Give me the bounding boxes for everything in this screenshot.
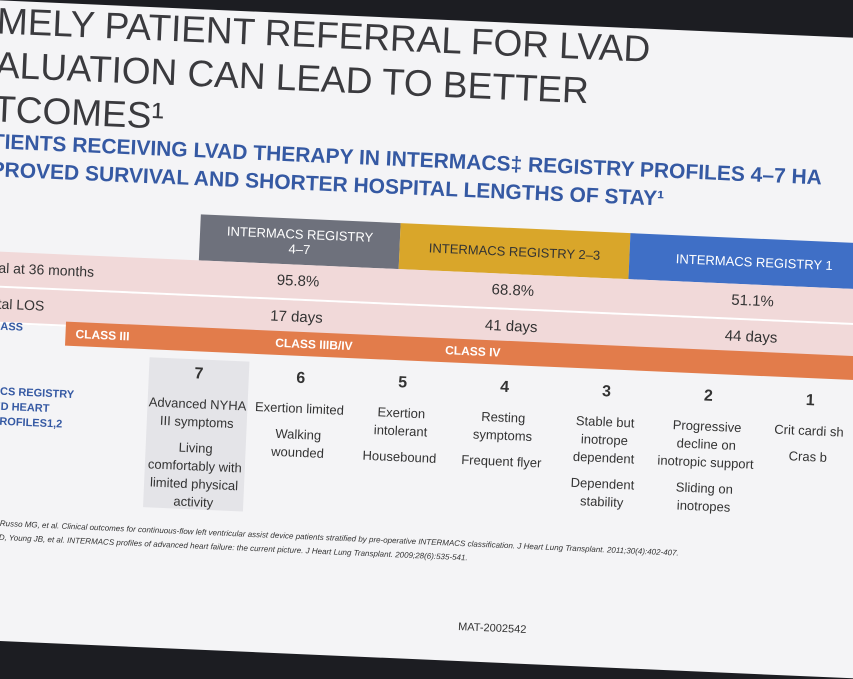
cell: 44 days [724, 327, 778, 347]
cell: 41 days [484, 316, 538, 337]
profile-number: 5 [397, 374, 408, 392]
class-bar-label: CLASS IV [444, 343, 501, 360]
profile-description: Advanced NYHA III symptoms [148, 394, 247, 432]
class-bar-label: CLASS IIIB/IV [275, 335, 353, 354]
profile-column: 7 Advanced NYHA III symptoms Living comfor… [143, 357, 250, 512]
title-line: TCOMES¹ [0, 88, 165, 137]
profile-number: 3 [601, 383, 612, 401]
profile-column: 5 Exertion intolerant Housebound [347, 366, 453, 520]
profile-number: 6 [295, 369, 306, 388]
profile-description: Stable but inotrope dependent [572, 412, 635, 467]
profile-column: 6 Exertion limited Walking wounded [245, 362, 351, 516]
profile-nickname: Living comfortably with limited physical… [147, 439, 243, 511]
profile-number: 7 [194, 365, 204, 383]
profile-description: Crit cardi sh [774, 421, 844, 440]
profile-column: 3 Stable but inotrope dependent Dependent … [551, 375, 657, 529]
profile-description: Progressive decline on inotropic support [657, 417, 754, 472]
profile-number: 4 [499, 378, 510, 397]
profile-number: 1 [805, 391, 816, 410]
profile-nickname: Dependent stability [570, 474, 635, 511]
class-label: CLASS [0, 320, 24, 334]
profile-nickname: Walking wounded [270, 425, 325, 461]
document-code: MAT-2002542 [457, 621, 527, 636]
cell: 51.1% [730, 291, 775, 311]
cell: 68.8% [491, 281, 535, 301]
cell: 17 days [269, 307, 324, 327]
profiles-label: E PROFILES1,2 [0, 415, 63, 431]
profile-column: 2 Progressive decline on inotropic suppor… [653, 380, 759, 534]
row-label: pital LOS [0, 295, 45, 314]
profile-nickname: Frequent flyer [460, 452, 542, 471]
profile-nickname: Cras b [788, 448, 828, 465]
profile-description: Resting symptoms [472, 408, 533, 445]
profile-column: 4 Resting symptoms Frequent flyer [449, 371, 555, 525]
profiles-label: ICED HEART [0, 400, 50, 415]
profile-description: Exertion intolerant [373, 404, 428, 440]
row-label: ival at 36 months [0, 259, 95, 280]
profile-number: 2 [703, 387, 714, 405]
profiles-label: MACS REGISTRY [0, 385, 75, 402]
profile-description: Exertion limited [254, 398, 345, 418]
profile-nickname: Sliding on inotropes [675, 479, 734, 515]
cell: 95.8% [276, 271, 320, 291]
class-bar-label: CLASS III [75, 327, 130, 344]
profile-nickname: Housebound [362, 447, 437, 466]
profile-column: 1 Crit cardi sh Cras b [754, 384, 853, 538]
